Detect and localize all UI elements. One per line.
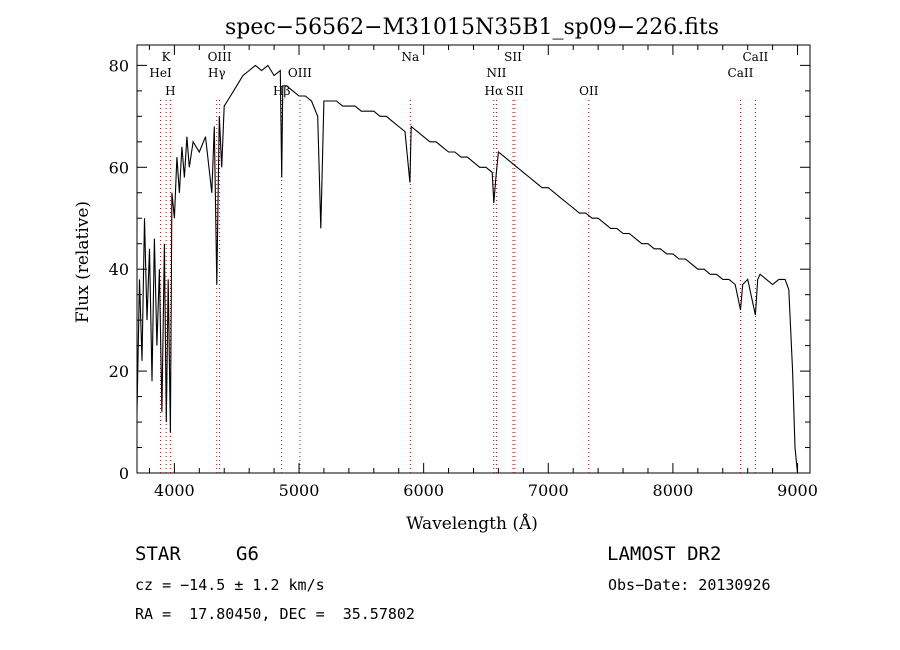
x-tick-label: 6000 bbox=[403, 481, 444, 500]
sky-coordinates: RA = 17.80450, DEC = 35.57802 bbox=[135, 605, 415, 623]
x-tick-label: 4000 bbox=[154, 481, 195, 500]
line-marker-label: CaII bbox=[742, 50, 768, 64]
redshift-cz: cz = −14.5 ± 1.2 km/s bbox=[135, 576, 325, 594]
line-marker-label: Hα bbox=[485, 84, 504, 98]
line-marker-label: OII bbox=[579, 84, 599, 98]
line-marker-label: H bbox=[165, 84, 175, 98]
y-tick-label: 80 bbox=[109, 56, 129, 75]
x-tick-label: 9000 bbox=[777, 481, 818, 500]
x-tick-label: 5000 bbox=[279, 481, 320, 500]
x-tick-label: 8000 bbox=[653, 481, 694, 500]
line-marker-label: HeI bbox=[149, 66, 172, 80]
x-tick-label: 7000 bbox=[528, 481, 569, 500]
line-marker-label: Na bbox=[401, 50, 419, 64]
y-tick-label: 20 bbox=[109, 362, 129, 381]
line-marker-label: CaII bbox=[728, 66, 754, 80]
line-marker-label: SII bbox=[506, 84, 524, 98]
object-type: STAR bbox=[135, 543, 181, 565]
line-marker-label: OIII bbox=[288, 66, 312, 80]
observation-date: Obs−Date: 20130926 bbox=[608, 576, 771, 594]
object-subclass: G6 bbox=[236, 543, 259, 565]
line-marker-label: OIII bbox=[208, 50, 232, 64]
spectrum-series bbox=[136, 64, 799, 474]
x-axis-label: Wavelength (Å) bbox=[406, 513, 538, 534]
line-marker-label: NII bbox=[486, 66, 506, 80]
line-marker-label: SII bbox=[504, 50, 522, 64]
y-tick-label: 60 bbox=[109, 158, 129, 177]
y-axis-ticks: 0 20 40 60 80 bbox=[109, 56, 810, 483]
y-tick-label: 40 bbox=[109, 260, 129, 279]
plot-frame bbox=[136, 44, 811, 474]
y-axis-label: Flux (relative) bbox=[73, 201, 93, 323]
x-axis-ticks: 4000 5000 6000 7000 8000 9000 bbox=[148, 45, 818, 500]
chart-title: spec−56562−M31015N35B1_sp09−226.fits bbox=[225, 15, 719, 40]
line-marker-label: K bbox=[162, 50, 172, 64]
spectrum-line bbox=[136, 64, 799, 474]
line-marker-label: Hβ bbox=[273, 84, 290, 98]
y-tick-label: 0 bbox=[119, 464, 129, 483]
survey-name: LAMOST DR2 bbox=[607, 543, 722, 565]
line-marker-label: Hγ bbox=[208, 66, 226, 80]
